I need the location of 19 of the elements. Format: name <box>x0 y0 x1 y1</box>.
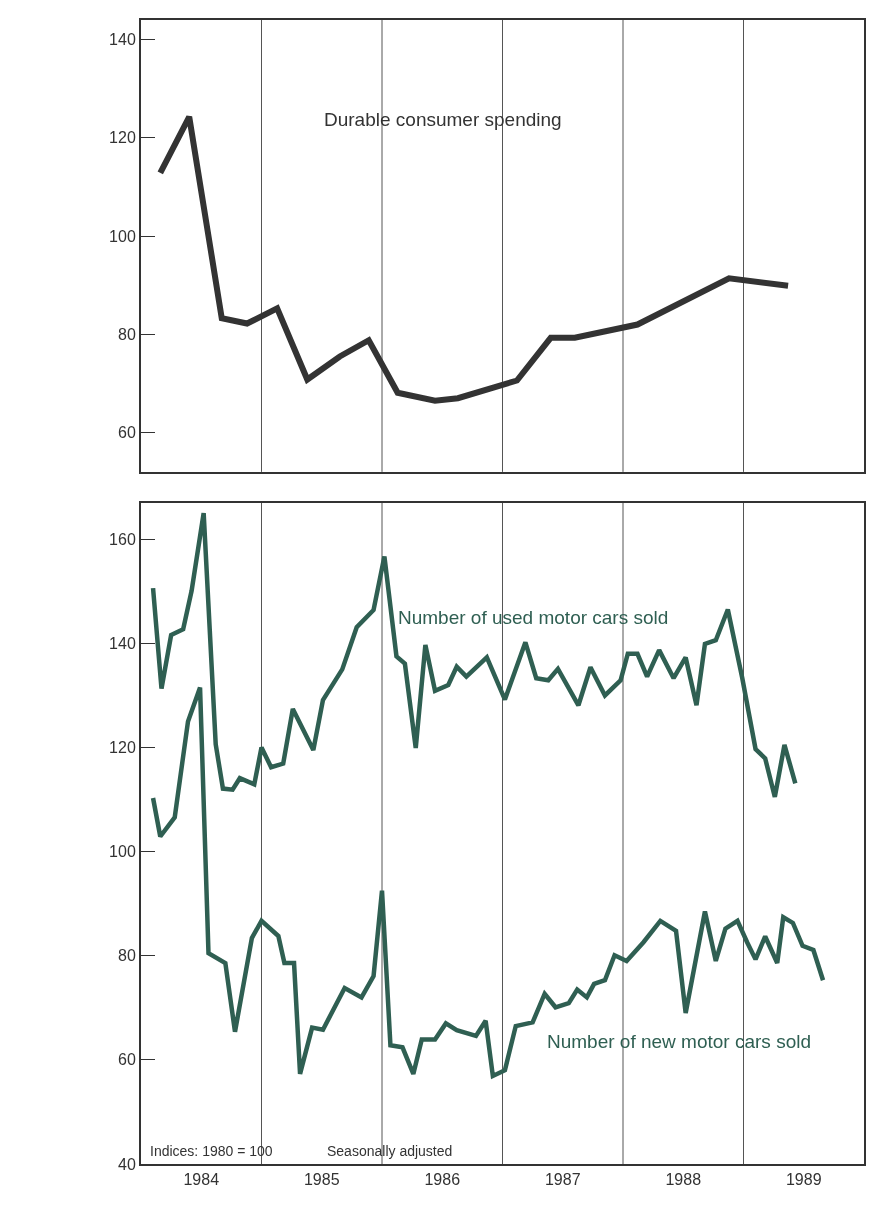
y-tick-label: 60 <box>118 1051 136 1069</box>
annotation: Seasonally adjusted <box>327 1143 453 1159</box>
x-tick-label: 1984 <box>183 1171 220 1189</box>
x-tick-label: 1987 <box>544 1171 581 1189</box>
x-tick-label: 1988 <box>665 1171 702 1189</box>
y-tick-label: 80 <box>118 325 136 343</box>
x-tick-label: 1989 <box>785 1171 822 1189</box>
y-tick-label: 100 <box>109 227 136 245</box>
y-tick-label: 60 <box>118 424 136 442</box>
y-tick-label: 40 <box>118 1155 136 1173</box>
y-tick-label: 120 <box>109 739 136 757</box>
x-tick-label: 1985 <box>303 1171 340 1189</box>
y-tick-label: 100 <box>109 843 136 861</box>
y-tick-label: 80 <box>118 947 136 965</box>
y-tick-label: 140 <box>109 634 136 652</box>
y-tick-label: 160 <box>109 530 136 548</box>
y-tick-label: 140 <box>109 31 136 49</box>
y-tick-label: 120 <box>109 129 136 147</box>
x-tick-label: 1986 <box>424 1171 461 1189</box>
